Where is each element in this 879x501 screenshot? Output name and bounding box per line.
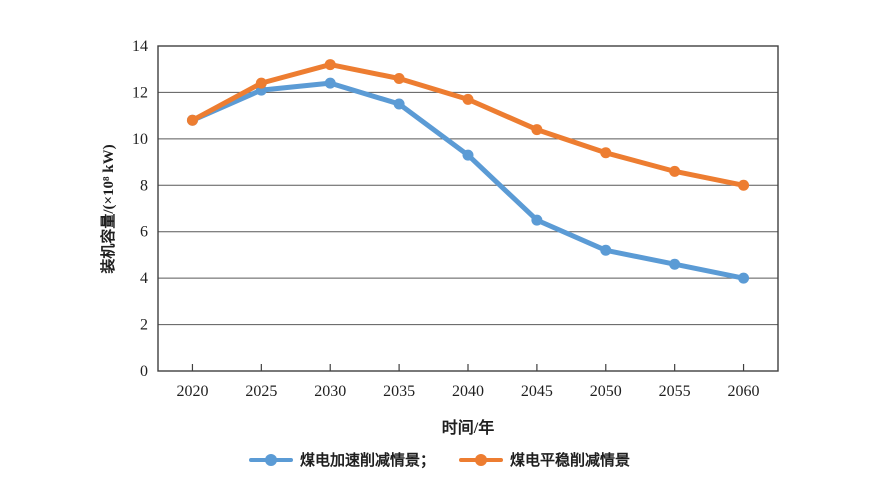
y-tick-label: 12 — [132, 84, 148, 101]
x-tick-label: 2060 — [728, 383, 760, 400]
x-tick-label: 2040 — [452, 383, 484, 400]
x-tick-label: 2020 — [176, 383, 208, 400]
data-point-coal-accelerated-reduction-scenario — [531, 214, 543, 226]
data-point-coal-steady-reduction-scenario — [600, 147, 612, 159]
y-tick-label: 4 — [140, 270, 148, 287]
y-tick-label: 14 — [132, 38, 148, 55]
x-tick-label: 2025 — [245, 383, 277, 400]
data-point-coal-steady-reduction-scenario — [738, 179, 750, 191]
x-tick-label: 2050 — [590, 383, 622, 400]
legend-marker-icon — [459, 453, 503, 466]
legend-dot-icon — [475, 453, 487, 466]
legend-marker-icon — [248, 453, 293, 466]
x-tick-label: 2035 — [383, 383, 415, 400]
data-point-coal-accelerated-reduction-scenario — [393, 98, 405, 110]
data-point-coal-steady-reduction-scenario — [186, 114, 198, 126]
data-point-coal-steady-reduction-scenario — [255, 77, 267, 89]
y-tick-label: 6 — [140, 224, 148, 241]
legend: 煤电加速削减情景； 煤电平稳削减情景 — [0, 449, 879, 470]
legend-dot-icon — [264, 453, 277, 466]
y-tick-label: 10 — [132, 131, 148, 148]
data-point-coal-accelerated-reduction-scenario — [462, 149, 474, 161]
data-point-coal-accelerated-reduction-scenario — [324, 77, 336, 89]
y-tick-label: 0 — [140, 363, 148, 380]
data-point-coal-steady-reduction-scenario — [669, 165, 681, 177]
y-tick-label: 8 — [140, 177, 148, 194]
data-point-coal-steady-reduction-scenario — [462, 93, 474, 105]
legend-item-coal-accelerated-reduction-scenario: 煤电加速削减情景； — [248, 449, 435, 470]
data-point-coal-accelerated-reduction-scenario — [600, 244, 612, 256]
legend-label: 煤电平稳削减情景 — [510, 453, 631, 469]
x-tick-label: 2030 — [314, 383, 346, 400]
x-tick-label: 2055 — [659, 383, 691, 400]
y-axis-title: 装机容量/(×10⁸ kW) — [101, 144, 117, 274]
x-axis-title: 时间/年 — [441, 420, 495, 437]
series-line-coal-steady-reduction-scenario — [189, 62, 747, 188]
data-point-coal-accelerated-reduction-scenario — [738, 272, 750, 284]
data-point-coal-steady-reduction-scenario — [324, 59, 336, 71]
legend-item-coal-steady-reduction-scenario: 煤电平稳削减情景 — [459, 449, 630, 470]
legend-label: 煤电加速削减情景； — [299, 453, 435, 469]
x-tick-label: 2045 — [521, 383, 553, 400]
y-tick-label: 2 — [140, 317, 148, 334]
data-point-coal-steady-reduction-scenario — [393, 73, 405, 84]
series-line-coal-accelerated-reduction-scenario — [189, 80, 747, 281]
data-point-coal-steady-reduction-scenario — [531, 124, 543, 136]
data-point-coal-accelerated-reduction-scenario — [669, 258, 681, 270]
